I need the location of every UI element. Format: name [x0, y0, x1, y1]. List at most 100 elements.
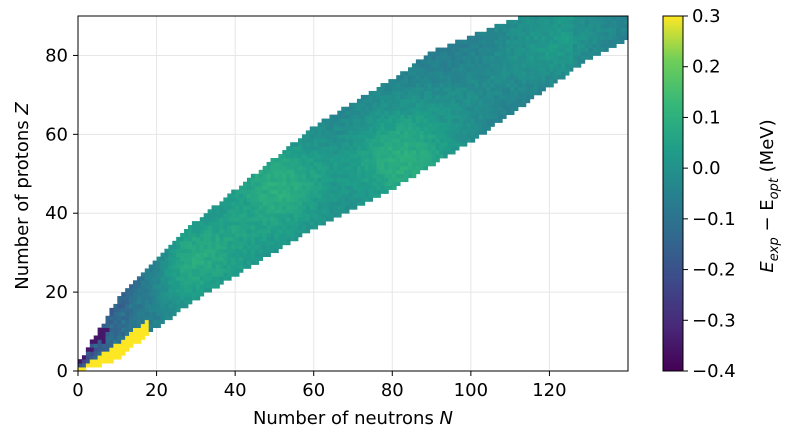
heatmap-cell	[290, 217, 295, 222]
heatmap-cell	[317, 213, 322, 218]
heatmap-cell	[518, 71, 523, 76]
heatmap-cell	[353, 122, 358, 127]
heatmap-cell	[337, 158, 342, 163]
heatmap-cell	[482, 35, 487, 41]
heatmap-cell	[266, 217, 271, 222]
heatmap-cell	[121, 347, 126, 352]
heatmap-cell	[250, 244, 256, 250]
heatmap-cell	[117, 303, 122, 309]
heatmap-cell	[231, 217, 236, 222]
heatmap-cell	[97, 339, 102, 344]
heatmap-cell	[148, 276, 154, 281]
heatmap-cell	[447, 55, 452, 60]
heatmap-cell	[392, 154, 397, 159]
heatmap-cell	[514, 55, 519, 60]
heatmap-cell	[439, 114, 444, 119]
heatmap-cell	[282, 217, 287, 222]
heatmap-cell	[184, 276, 189, 281]
heatmap-cell	[341, 142, 346, 147]
heatmap-cell	[423, 158, 429, 163]
heatmap-cell	[372, 110, 377, 116]
heatmap-cell	[317, 150, 322, 155]
heatmap-cell	[439, 71, 444, 76]
heatmap-cell	[588, 23, 594, 29]
heatmap-cell	[133, 323, 138, 329]
heatmap-cell	[203, 236, 209, 242]
heatmap-cell	[388, 118, 393, 123]
heatmap-cell	[140, 300, 146, 305]
heatmap-cell	[309, 221, 315, 226]
heatmap-cell	[431, 142, 436, 147]
heatmap-cell	[258, 225, 264, 230]
heatmap-cell	[254, 205, 260, 210]
heatmap-cell	[494, 110, 499, 116]
heatmap-cell	[325, 193, 330, 198]
heatmap-cell	[466, 47, 472, 52]
heatmap-cell	[294, 197, 299, 202]
heatmap-cell	[321, 138, 326, 143]
heatmap-cell	[529, 87, 535, 92]
heatmap-cell	[191, 292, 197, 297]
heatmap-cell	[301, 213, 307, 218]
heatmap-cell	[541, 31, 546, 37]
heatmap-cell	[227, 217, 232, 222]
heatmap-cell	[518, 75, 523, 80]
heatmap-cell	[502, 51, 507, 56]
heatmap-cell	[419, 110, 425, 116]
heatmap-cell	[184, 280, 189, 285]
heatmap-cell	[612, 35, 617, 41]
heatmap-cell	[451, 75, 456, 80]
heatmap-cell	[215, 213, 220, 218]
heatmap-cell	[207, 229, 212, 234]
heatmap-cell	[447, 79, 452, 84]
heatmap-cell	[195, 221, 201, 226]
heatmap-cell	[133, 284, 138, 289]
heatmap-cell	[321, 197, 326, 202]
heatmap-cell	[231, 205, 236, 210]
heatmap-cell	[294, 161, 299, 167]
heatmap-cell	[239, 225, 244, 230]
heatmap-cell	[537, 31, 542, 37]
heatmap-cell	[321, 150, 326, 155]
heatmap-cell	[502, 23, 507, 29]
heatmap-cell	[239, 185, 244, 190]
heatmap-cell	[313, 213, 319, 218]
heatmap-cell	[502, 35, 507, 41]
heatmap-cell	[529, 27, 535, 33]
heatmap-cell	[286, 205, 291, 210]
heatmap-cell	[411, 106, 417, 112]
heatmap-cell	[368, 169, 374, 175]
heatmap-cell	[537, 35, 542, 41]
heatmap-cell	[199, 272, 205, 277]
heatmap-cell	[368, 138, 374, 143]
heatmap-cell	[121, 351, 126, 356]
heatmap-cell	[333, 213, 338, 218]
heatmap-cell	[360, 181, 366, 187]
heatmap-cell	[419, 59, 425, 64]
heatmap-cell	[140, 323, 146, 329]
heatmap-cell	[506, 23, 511, 29]
heatmap-cell	[474, 106, 480, 112]
heatmap-cell	[101, 339, 106, 344]
heatmap-cell	[176, 240, 181, 246]
heatmap-cell	[459, 83, 464, 88]
heatmap-cell	[313, 154, 319, 159]
heatmap-cell	[207, 225, 212, 230]
heatmap-cell	[573, 39, 578, 45]
heatmap-cell	[211, 252, 216, 258]
heatmap-cell	[368, 165, 374, 171]
heatmap-cell	[290, 213, 295, 218]
heatmap-cell	[463, 118, 468, 123]
heatmap-cell	[506, 19, 511, 25]
heatmap-cell	[93, 343, 99, 348]
heatmap-cell	[195, 296, 201, 301]
heatmap-cell	[541, 79, 546, 84]
heatmap-cell	[459, 63, 464, 68]
heatmap-cell	[573, 19, 578, 25]
heatmap-cell	[235, 236, 240, 242]
heatmap-cell	[207, 272, 212, 277]
heatmap-cell	[258, 189, 264, 194]
heatmap-cell	[525, 16, 531, 21]
heatmap-cell	[411, 130, 417, 135]
heatmap-cell	[250, 221, 256, 226]
